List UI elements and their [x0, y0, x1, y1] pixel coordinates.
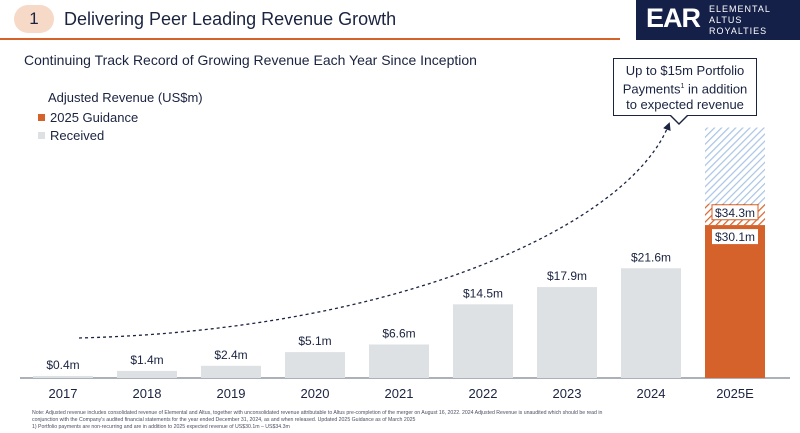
legend-item-received: Received — [38, 126, 203, 144]
x-tick-label-2021: 2021 — [385, 386, 414, 401]
chart-subtitle: Continuing Track Record of Growing Reven… — [24, 52, 477, 68]
guidance-high-label: $34.3m — [715, 206, 755, 220]
logo-word-1: ELEMENTAL — [709, 4, 771, 14]
guidance-low-label-box — [712, 229, 758, 245]
bar-2019 — [201, 365, 261, 378]
company-logo: EAR ELEMENTAL ALTUS ROYALTIES — [636, 0, 800, 40]
page-title: Delivering Peer Leading Revenue Growth — [64, 9, 397, 29]
footnote-line-3: 1) Portfolio payments are non-recurring … — [32, 424, 290, 430]
legend-swatch-guidance — [38, 113, 45, 121]
section-number-badge: 1 — [14, 5, 54, 33]
callout-pointer-fill — [671, 115, 687, 123]
callout-line-1: Up to $15m Portfolio — [625, 63, 745, 78]
portfolio-payments-callout: Up to $15m Portfolio Payments1 in additi… — [613, 58, 757, 116]
bar-2022 — [453, 304, 513, 378]
bar-guidance-low — [705, 225, 765, 378]
x-tick-label-2023: 2023 — [553, 386, 582, 401]
bar-2017 — [33, 375, 93, 378]
callout-footnote-ref: 1 — [680, 83, 685, 90]
legend-item-guidance: 2025 Guidance — [38, 108, 203, 126]
x-tick-label-2018: 2018 — [133, 386, 162, 401]
chart-title: Adjusted Revenue (US$m) — [48, 90, 203, 105]
legend-label-guidance: 2025 Guidance — [50, 109, 139, 125]
x-tick-label-2020: 2020 — [301, 386, 330, 401]
callout-line-3: to expected revenue — [626, 97, 744, 113]
footnote-line-2: conjunction with the Company's audited f… — [32, 417, 416, 423]
bar-2018 — [117, 370, 177, 378]
bar-2021 — [369, 344, 429, 378]
chart-legend: Adjusted Revenue (US$m) 2025 Guidance Re… — [38, 90, 203, 144]
callout-line-2b: in addition — [684, 81, 748, 97]
bar-value-label-2024: $21.6m — [631, 250, 671, 264]
bar-value-label-2023: $17.9m — [547, 269, 587, 283]
callout-line-2: Payments1 in addition — [614, 79, 756, 97]
legend-swatch-received — [38, 131, 45, 139]
header-divider — [0, 38, 620, 40]
guidance-high-label-box — [711, 204, 759, 221]
bar-2024 — [621, 268, 681, 378]
x-tick-label-2017: 2017 — [49, 386, 78, 401]
footnote: Note: Adjusted revenue includes consolid… — [32, 410, 792, 431]
growth-trend-arrow — [78, 122, 671, 339]
bar-value-label-2022: $14.5m — [463, 286, 503, 300]
logo-wordmark: ELEMENTAL ALTUS ROYALTIES — [709, 4, 771, 37]
bar-2020 — [285, 352, 345, 378]
logo-word-2: ALTUS — [709, 15, 743, 25]
bar-portfolio-payments-upside — [705, 127, 765, 204]
logo-mark: EAR — [646, 3, 701, 33]
logo-word-3: ROYALTIES — [709, 26, 768, 36]
bar-value-label-2021: $6.6m — [382, 326, 415, 340]
bar-value-label-2017: $0.4m — [46, 358, 79, 372]
legend-label-received: Received — [50, 127, 105, 143]
guidance-low-label: $30.1m — [715, 230, 755, 244]
footnote-line-1: Note: Adjusted revenue includes consolid… — [32, 410, 603, 416]
x-tick-label-2022: 2022 — [469, 386, 498, 401]
bar-value-label-2018: $1.4m — [130, 353, 163, 367]
x-tick-label-2025E: 2025E — [716, 386, 754, 401]
x-tick-label-2019: 2019 — [217, 386, 246, 401]
x-tick-label-2024: 2024 — [637, 386, 666, 401]
bar-value-label-2019: $2.4m — [214, 348, 247, 362]
bar-value-label-2020: $5.1m — [298, 334, 331, 348]
bar-2023 — [537, 287, 597, 378]
callout-line-2a: Payments — [622, 81, 681, 97]
